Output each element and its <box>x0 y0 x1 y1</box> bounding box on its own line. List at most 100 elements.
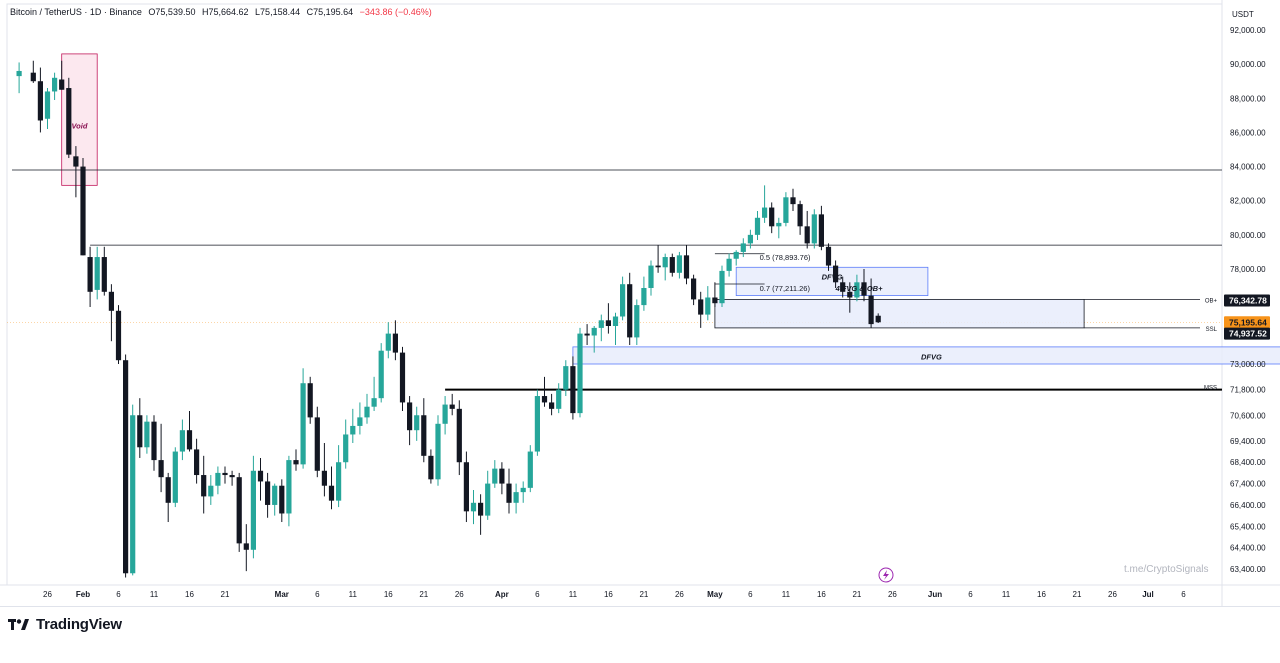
candle-body-70 <box>520 487 526 493</box>
x-tick-label-0: 26 <box>43 590 52 599</box>
y-tick-label-12: 68,400.00 <box>1230 458 1266 467</box>
candle-body-63 <box>470 502 477 512</box>
tag-last: 75,195.64 <box>1229 317 1267 327</box>
candle-body-13 <box>115 310 122 361</box>
candle-body-33 <box>257 470 264 482</box>
candle-body-103 <box>754 217 761 235</box>
candle-body-52 <box>392 333 398 353</box>
candle-body-54 <box>407 402 413 431</box>
dfvg-lower-zone <box>572 346 1280 365</box>
candle-body-115 <box>840 282 846 292</box>
candle-body-45 <box>343 434 349 463</box>
ohlc-high: H75,664.62 <box>201 7 249 17</box>
candle-body-102 <box>747 234 753 244</box>
candle-body-42 <box>321 470 327 486</box>
candle-body-112 <box>818 214 824 247</box>
candle-body-86 <box>634 305 640 338</box>
candle-body-66 <box>492 468 498 484</box>
ohlc-open: O75,539.50 <box>148 7 196 17</box>
x-tick-label-14: 11 <box>569 590 578 599</box>
candle-body-38 <box>293 460 299 465</box>
candle-body-35 <box>272 485 278 505</box>
x-tick-label-7: 6 <box>315 590 320 599</box>
y-tick-label-11: 69,400.00 <box>1230 437 1266 446</box>
candle-body-92 <box>676 255 682 273</box>
y-tick-label-8: 73,000.00 <box>1230 360 1266 369</box>
candle-body-5 <box>59 79 65 90</box>
y-tick-label-16: 64,400.00 <box>1230 544 1266 553</box>
x-tick-label-22: 21 <box>852 590 861 599</box>
x-tick-label-28: 21 <box>1073 590 1082 599</box>
candle-body-88 <box>648 265 654 288</box>
y-tick-label-10: 70,600.00 <box>1230 411 1266 420</box>
candle-body-2 <box>37 81 43 121</box>
x-tick-label-2: 6 <box>116 590 121 599</box>
candle-body-4 <box>52 77 58 92</box>
tag-ssl-bg <box>1224 327 1270 340</box>
candle-body-80 <box>591 327 597 336</box>
x-tick-label-1: Feb <box>76 590 90 599</box>
candle-body-107 <box>783 197 789 223</box>
candle-body-61 <box>456 408 462 463</box>
ob-plus-label: OB+ <box>1205 298 1218 304</box>
candle-body-74 <box>549 402 555 409</box>
tag-ssl: 74,937.52 <box>1229 329 1267 339</box>
candle-body-118 <box>861 282 867 296</box>
candle-body-77 <box>570 366 576 414</box>
candle-body-69 <box>513 492 519 503</box>
candle-body-39 <box>300 383 306 465</box>
candle-body-73 <box>541 396 548 403</box>
candle-body-14 <box>123 360 129 574</box>
candle-body-119 <box>868 295 874 325</box>
candle-body-72 <box>534 396 540 452</box>
candle-body-113 <box>825 246 832 266</box>
candle-body-97 <box>712 297 718 304</box>
candle-body-108 <box>790 197 796 205</box>
candle-body-6 <box>66 88 72 155</box>
candle-body-11 <box>101 257 107 292</box>
y-tick-label-6: 80,000.00 <box>1230 231 1266 240</box>
plot-area <box>6 3 1223 586</box>
y-tick-label-5: 82,000.00 <box>1230 197 1266 206</box>
candle-body-17 <box>144 421 150 448</box>
x-tick-label-3: 11 <box>150 590 159 599</box>
candle-body-22 <box>179 430 185 452</box>
candle-body-87 <box>641 288 647 306</box>
x-tick-label-21: 16 <box>817 590 826 599</box>
candle-body-0 <box>16 70 22 77</box>
candle-body-105 <box>769 207 775 227</box>
y-tick-label-7: 78,000.00 <box>1230 265 1266 274</box>
candle-body-26 <box>208 485 214 497</box>
tradingview-brand[interactable]: TradingView <box>8 616 122 633</box>
x-tick-label-5: 21 <box>221 590 230 599</box>
candle-body-18 <box>151 421 157 461</box>
x-tick-label-4: 16 <box>185 590 194 599</box>
candle-body-43 <box>328 485 335 501</box>
y-tick-label-15: 65,400.00 <box>1230 522 1266 531</box>
candle-body-16 <box>137 415 143 448</box>
x-tick-label-15: 16 <box>604 590 613 599</box>
x-tick-label-24: Jun <box>928 590 942 599</box>
void-label: Void <box>71 122 87 131</box>
x-tick-label-25: 6 <box>968 590 973 599</box>
candle-body-79 <box>584 333 590 336</box>
candle-body-71 <box>527 451 533 488</box>
candle-body-85 <box>627 284 633 338</box>
candle-body-23 <box>186 430 193 450</box>
candle-body-117 <box>854 282 860 298</box>
x-tick-label-10: 21 <box>419 590 428 599</box>
candle-body-114 <box>833 265 839 283</box>
candle-body-89 <box>655 265 661 268</box>
fib-0-7-label: 0.7 (77,211.26) <box>760 284 811 293</box>
candle-body-58 <box>435 423 441 480</box>
candle-body-40 <box>307 383 313 418</box>
candle-body-51 <box>385 333 391 351</box>
candle-body-37 <box>286 460 292 514</box>
x-tick-label-9: 16 <box>384 590 393 599</box>
footer-divider <box>0 606 1280 607</box>
candle-body-10 <box>94 257 100 290</box>
candle-body-82 <box>605 320 611 326</box>
candle-body-91 <box>669 257 675 273</box>
candle-body-104 <box>762 207 768 218</box>
